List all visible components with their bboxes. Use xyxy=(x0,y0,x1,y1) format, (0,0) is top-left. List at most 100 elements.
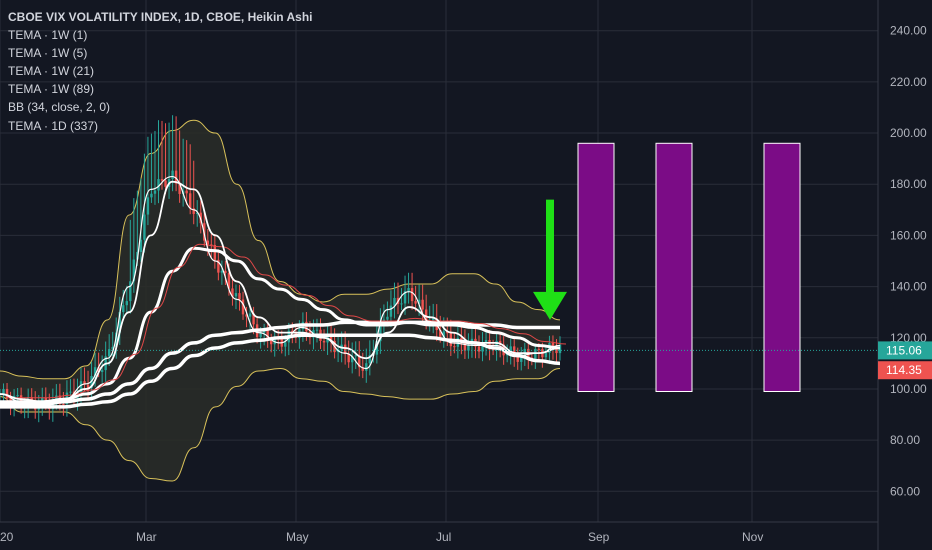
candle-body xyxy=(284,342,287,347)
candle-body xyxy=(248,313,252,317)
candle-body xyxy=(30,397,33,401)
candle-body xyxy=(358,355,361,368)
candle-body xyxy=(484,339,488,343)
candle-body xyxy=(329,335,333,341)
candle-body xyxy=(97,367,100,372)
y-tick-label: 240.00 xyxy=(890,24,927,38)
candle-body xyxy=(185,190,188,194)
candle-body xyxy=(379,323,382,342)
x-tick-label: Mar xyxy=(136,530,157,544)
candle-body xyxy=(361,367,364,371)
candle-body xyxy=(69,391,72,393)
candle-body xyxy=(432,318,435,321)
candle-body xyxy=(16,395,19,397)
x-tick-label: 20 xyxy=(0,530,14,544)
candle-body xyxy=(188,193,192,209)
y-tick-label: 180.00 xyxy=(890,177,927,191)
candle-body xyxy=(132,259,136,282)
tema-1w-1-line xyxy=(0,175,561,405)
candle-body xyxy=(544,352,548,358)
tema-1w-21-line xyxy=(0,246,561,404)
x-tick-label: Sep xyxy=(588,530,610,544)
candle-body xyxy=(481,342,484,352)
candle-body xyxy=(143,214,146,240)
candle-body xyxy=(107,349,111,357)
candle-body xyxy=(354,355,357,357)
candle-body xyxy=(463,341,467,351)
candle-body xyxy=(365,363,368,371)
candle-body xyxy=(315,329,319,331)
candle-body xyxy=(442,331,445,338)
candle-body xyxy=(498,340,502,345)
y-tick-label: 80.00 xyxy=(890,433,920,447)
candle-body xyxy=(516,354,519,362)
y-tick-label: 120.00 xyxy=(890,331,927,345)
candle-body xyxy=(513,346,516,355)
candle-body xyxy=(400,303,403,305)
study-tema-1w-21[interactable]: TEMA · 1W (21) xyxy=(8,64,95,79)
y-tick-label: 100.00 xyxy=(890,382,927,396)
symbol-title[interactable]: CBOE VIX VOLATILITY INDEX, 1D, CBOE, Hei… xyxy=(8,10,313,24)
x-tick-label: Nov xyxy=(742,530,763,544)
projection-box xyxy=(655,142,693,392)
candle-body xyxy=(453,346,456,348)
candle-body xyxy=(150,193,153,198)
down-arrow-annotation xyxy=(533,199,567,320)
candle-body xyxy=(62,404,65,406)
candle-body xyxy=(252,313,255,325)
candle-body xyxy=(421,299,424,310)
y-tick-label: 200.00 xyxy=(890,126,927,140)
candle-body xyxy=(269,339,273,345)
candle-body xyxy=(2,388,5,395)
candle-body xyxy=(386,316,389,320)
candle-body xyxy=(266,329,269,340)
candle-body xyxy=(213,244,217,260)
candle-body xyxy=(178,183,181,194)
candle-body xyxy=(210,244,213,246)
candle-body xyxy=(322,340,326,343)
candle-body xyxy=(125,301,128,306)
study-tema-1w-1[interactable]: TEMA · 1W (1) xyxy=(8,28,88,43)
candle-body xyxy=(196,212,199,214)
candle-body xyxy=(220,270,224,273)
projection-box xyxy=(763,142,801,392)
bb-upper-line xyxy=(0,119,561,380)
candle-body xyxy=(5,388,9,399)
candle-body xyxy=(259,332,262,337)
candle-body xyxy=(375,341,379,355)
projection-box xyxy=(577,142,615,392)
candle-body xyxy=(389,305,393,317)
study-tema-1w-89[interactable]: TEMA · 1W (89) xyxy=(8,82,95,97)
candle-body xyxy=(280,337,283,347)
candle-body xyxy=(273,336,276,345)
candle-body xyxy=(555,347,558,354)
candle-body xyxy=(93,367,97,377)
candle-body xyxy=(192,208,195,214)
candle-body xyxy=(83,381,86,385)
bb-fill xyxy=(0,120,560,482)
candle-body xyxy=(160,179,164,181)
study-bollinger-bands[interactable]: BB (34, close, 2, 0) xyxy=(8,100,111,115)
chart-legend: CBOE VIX VOLATILITY INDEX, 1D, CBOE, Hei… xyxy=(8,8,313,135)
candle-body xyxy=(139,239,143,252)
candle-body xyxy=(111,346,114,350)
candle-body xyxy=(153,190,157,194)
tema-1w-89-line xyxy=(0,320,560,407)
study-tema-1w-5[interactable]: TEMA · 1W (5) xyxy=(8,46,88,61)
candle-body xyxy=(122,305,125,313)
candle-body xyxy=(231,288,234,297)
candle-body xyxy=(118,312,121,333)
candle-body xyxy=(467,345,470,351)
candle-body xyxy=(90,376,93,388)
candle-body xyxy=(129,281,132,302)
y-tick-label: 160.00 xyxy=(890,228,927,242)
candle-body xyxy=(537,348,541,350)
candle-body xyxy=(100,370,104,372)
candle-body xyxy=(347,354,350,363)
candle-body xyxy=(224,270,227,274)
candle-body xyxy=(477,346,481,352)
study-tema-1d-337[interactable]: TEMA · 1D (337) xyxy=(8,118,99,133)
candle-body xyxy=(393,297,396,306)
